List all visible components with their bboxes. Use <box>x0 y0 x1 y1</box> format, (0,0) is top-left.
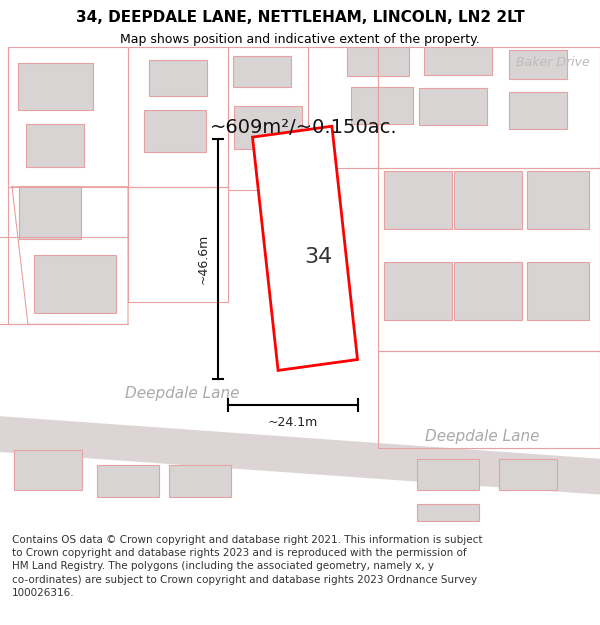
Bar <box>454 171 522 229</box>
Bar <box>26 124 84 167</box>
Bar <box>169 466 231 497</box>
Polygon shape <box>0 416 600 494</box>
Bar <box>384 171 452 229</box>
Bar <box>347 44 409 76</box>
Bar <box>527 171 589 229</box>
Text: Baker Drive: Baker Drive <box>516 56 590 69</box>
Text: 34: 34 <box>304 248 332 268</box>
Bar <box>417 459 479 490</box>
Text: Deepdale Lane: Deepdale Lane <box>425 429 539 444</box>
Bar <box>509 50 567 79</box>
Bar <box>253 126 358 371</box>
Bar <box>14 450 82 490</box>
Bar <box>144 109 206 152</box>
Bar <box>509 92 567 129</box>
Bar <box>233 56 291 87</box>
Bar <box>527 262 589 320</box>
Text: Deepdale Lane: Deepdale Lane <box>125 386 239 401</box>
Bar <box>97 466 159 497</box>
Bar <box>417 504 479 521</box>
Text: 34, DEEPDALE LANE, NETTLEHAM, LINCOLN, LN2 2LT: 34, DEEPDALE LANE, NETTLEHAM, LINCOLN, L… <box>76 10 524 25</box>
Bar <box>351 87 413 124</box>
Text: ~609m²/~0.150ac.: ~609m²/~0.150ac. <box>210 118 398 137</box>
Text: Map shows position and indicative extent of the property.: Map shows position and indicative extent… <box>120 32 480 46</box>
Bar <box>19 186 81 239</box>
Bar <box>149 60 207 96</box>
Bar <box>499 459 557 490</box>
Bar <box>17 62 92 109</box>
Text: Contains OS data © Crown copyright and database right 2021. This information is : Contains OS data © Crown copyright and d… <box>12 535 482 598</box>
Bar <box>454 262 522 320</box>
Text: ~24.1m: ~24.1m <box>268 416 318 429</box>
Bar <box>234 106 302 149</box>
Bar <box>424 46 492 75</box>
Bar <box>34 255 116 313</box>
Text: ~46.6m: ~46.6m <box>197 234 210 284</box>
Bar <box>419 88 487 124</box>
Bar <box>384 262 452 320</box>
